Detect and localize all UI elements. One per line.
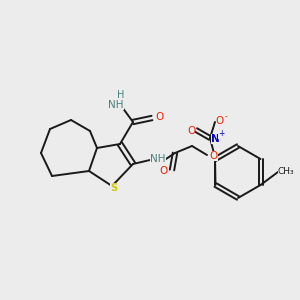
Text: O: O: [155, 112, 163, 122]
Text: O: O: [187, 126, 195, 136]
Text: H: H: [117, 90, 125, 100]
Text: NH: NH: [150, 154, 166, 164]
Text: O: O: [216, 116, 224, 126]
Text: O: O: [210, 151, 218, 161]
Text: -: -: [225, 112, 227, 122]
Text: +: +: [218, 130, 224, 139]
Text: N: N: [211, 134, 219, 144]
Text: CH₃: CH₃: [278, 167, 294, 176]
Text: NH: NH: [108, 100, 124, 110]
Text: O: O: [160, 166, 168, 176]
Text: S: S: [110, 183, 118, 193]
